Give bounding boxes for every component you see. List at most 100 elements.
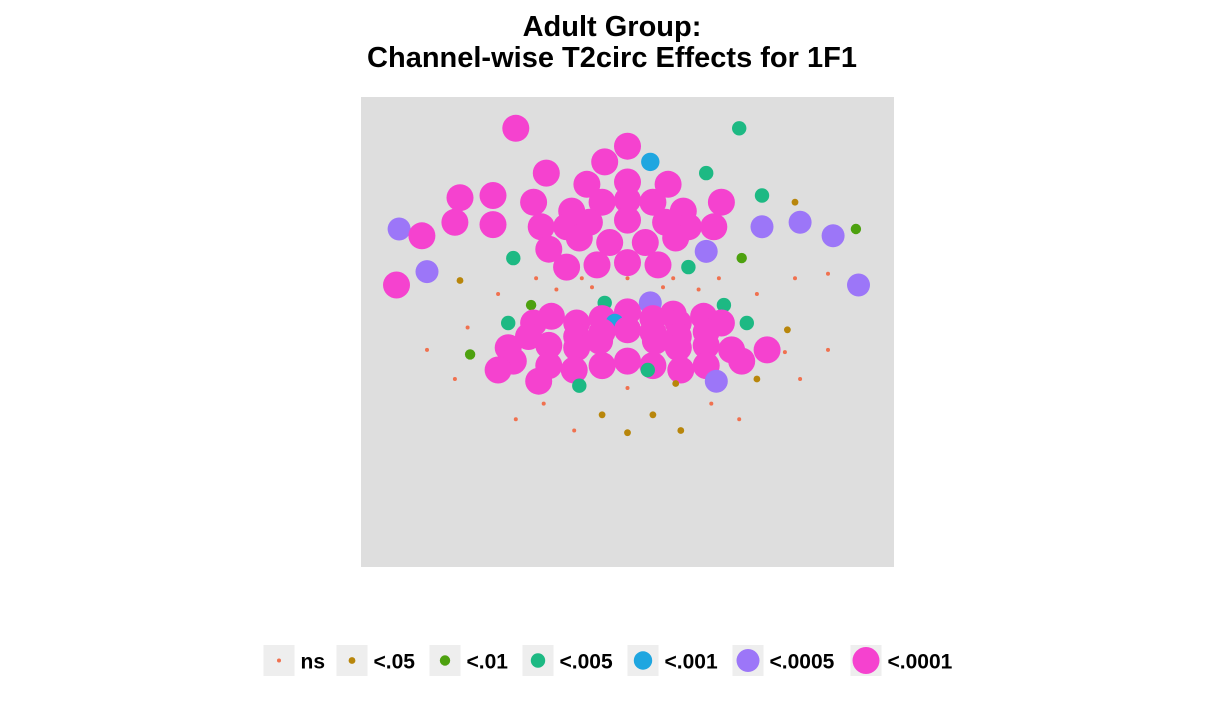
chart-title-line-2: Channel-wise T2circ Effects for 1F1 [367, 42, 857, 74]
data-point [826, 347, 830, 352]
data-point [732, 121, 747, 136]
data-point [484, 356, 512, 384]
data-point [700, 213, 728, 241]
data-point [465, 325, 470, 330]
data-point [456, 277, 464, 284]
data-point [654, 170, 682, 198]
data-point [572, 428, 577, 433]
data-point [681, 259, 696, 275]
legend-key-dot [439, 655, 451, 666]
data-point [699, 165, 714, 181]
data-point [535, 331, 563, 359]
data-point [614, 249, 641, 277]
data-point [387, 217, 411, 241]
data-point [502, 114, 530, 142]
data-point [527, 213, 555, 241]
data-point [728, 347, 756, 375]
data-point [667, 356, 695, 384]
data-point [496, 292, 501, 296]
chart-title-line-1: Adult Group: [522, 11, 702, 43]
data-point [520, 188, 548, 216]
legend-item-p001: <.001 [627, 645, 718, 676]
data-point [535, 235, 563, 263]
data-point [716, 297, 732, 313]
data-point [754, 292, 759, 296]
data-point [664, 334, 692, 362]
data-point [534, 276, 539, 281]
data-point [782, 350, 787, 355]
data-point [644, 251, 672, 279]
legend-item-p01: <.01 [429, 645, 509, 676]
data-point [563, 334, 591, 362]
data-point [446, 184, 474, 212]
legend-item-ns: ns [263, 645, 326, 676]
data-point [408, 222, 436, 250]
data-point [754, 188, 770, 203]
data-point [671, 276, 676, 281]
legend-label: ns [301, 651, 326, 674]
legend-label: <.0001 [888, 651, 953, 674]
data-point [583, 251, 611, 279]
legend-item-p005: <.005 [522, 645, 613, 676]
data-point [614, 347, 641, 375]
data-point [624, 429, 631, 437]
data-point [707, 188, 735, 216]
legend-label: <.01 [467, 651, 509, 674]
legend-key-dot [736, 649, 760, 672]
data-point [821, 224, 845, 248]
data-point [716, 276, 721, 281]
data-point [826, 271, 830, 276]
data-point [464, 349, 476, 360]
legend-key-dot [852, 647, 880, 674]
data-point [677, 427, 685, 434]
data-point [441, 208, 469, 236]
data-point [588, 188, 616, 216]
data-point [586, 327, 614, 355]
legend: ns <.05 <.01 <.005 <.001 <.0005 <.0001 [263, 645, 953, 676]
data-point [696, 287, 701, 292]
data-point [798, 377, 803, 381]
data-point [525, 299, 537, 311]
data-point [736, 252, 747, 264]
legend-key-dot [348, 657, 356, 664]
legend-item-p0005: <.0005 [732, 645, 835, 676]
legend-key-dot [530, 653, 546, 668]
legend-label: <.0005 [770, 651, 835, 674]
data-point [737, 417, 742, 422]
data-point [579, 276, 584, 281]
data-point [739, 315, 754, 331]
data-point [565, 224, 593, 252]
data-point [614, 132, 641, 160]
data-point [791, 198, 799, 206]
data-point [788, 210, 812, 234]
data-point [614, 206, 641, 234]
data-point [598, 411, 606, 419]
data-point [793, 276, 797, 281]
data-point [588, 352, 616, 380]
data-point [425, 347, 429, 352]
data-point [452, 377, 457, 381]
points-layer [383, 114, 870, 437]
data-point [591, 148, 619, 176]
data-point [553, 253, 581, 281]
data-point [641, 327, 669, 355]
data-point [625, 276, 630, 281]
data-point [479, 182, 507, 209]
data-point [614, 316, 641, 344]
data-point [532, 159, 560, 187]
data-point [641, 152, 660, 172]
data-point [525, 367, 553, 395]
data-point [572, 378, 587, 393]
data-point [662, 224, 690, 252]
data-point [784, 326, 791, 334]
data-point [415, 260, 439, 284]
data-point [753, 375, 761, 383]
data-point [850, 223, 862, 235]
legend-item-p05: <.05 [336, 645, 416, 676]
data-point [541, 401, 546, 406]
data-point [692, 331, 720, 359]
data-point [625, 386, 630, 390]
legend-label: <.05 [374, 651, 416, 674]
data-point [573, 170, 601, 198]
